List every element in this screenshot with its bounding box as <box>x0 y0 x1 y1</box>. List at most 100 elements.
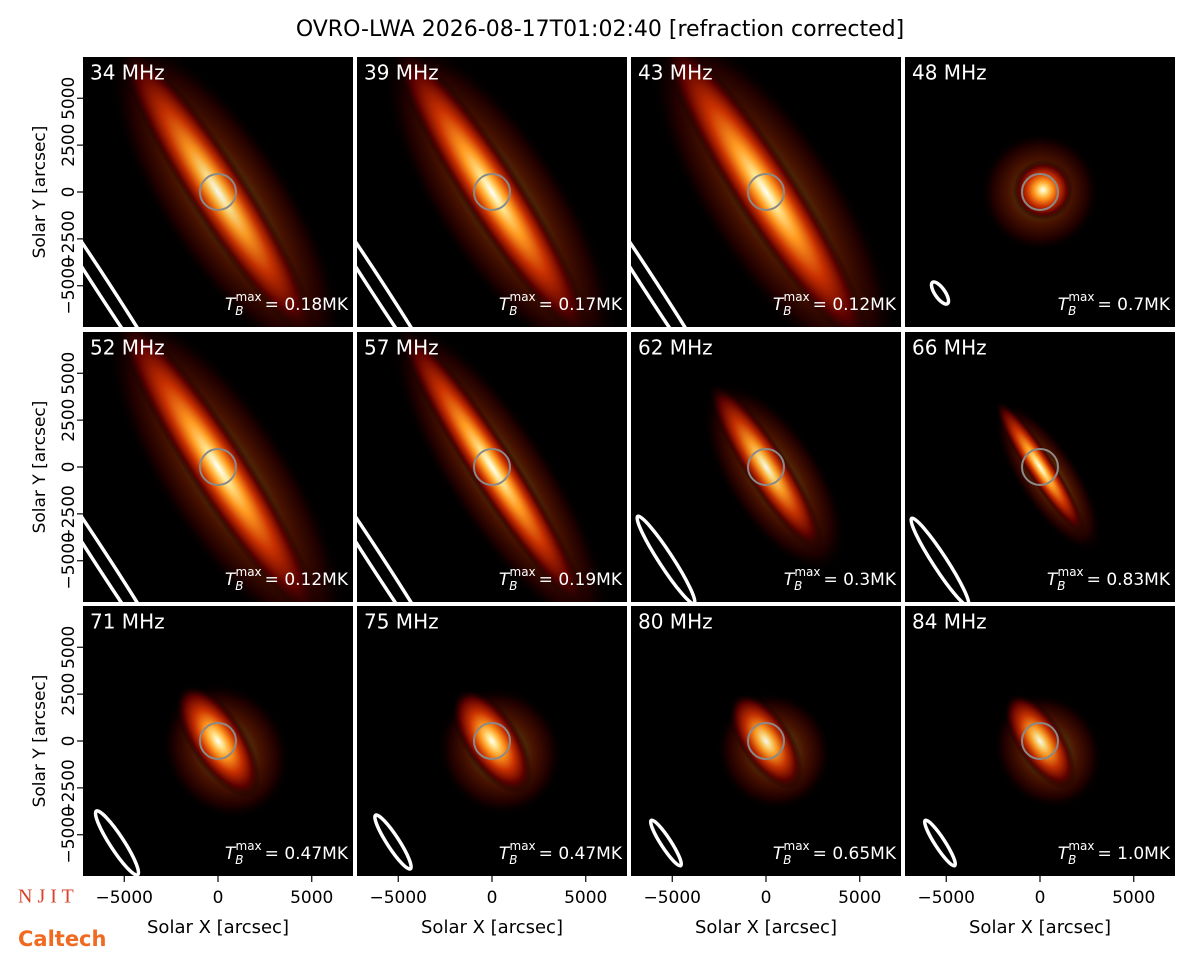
tb-value: = 0.47MK <box>265 844 349 864</box>
tb-annotation: TBmax = 0.12MK <box>773 290 897 318</box>
tb-sub: B <box>783 304 791 318</box>
solar-disk <box>473 722 511 760</box>
tb-sup: max <box>784 839 810 853</box>
tb-sub: B <box>509 579 517 593</box>
x-tick-label: 5000 <box>564 888 607 908</box>
panel-label: 62 MHz <box>638 336 713 360</box>
solar-disk <box>747 173 785 211</box>
panel-label: 75 MHz <box>364 610 439 634</box>
emission <box>661 57 871 327</box>
tb-sub: B <box>235 853 243 867</box>
y-tick-label: 0 <box>59 462 79 473</box>
tb-annotation: TBmax = 0.47MK <box>499 839 623 867</box>
panel <box>631 332 901 602</box>
beam <box>83 434 187 602</box>
y-tick-label: 5000 <box>59 352 79 395</box>
y-tick-label: −5000 <box>59 532 79 590</box>
panel <box>83 332 353 602</box>
tb-annotation: TBmax = 0.17MK <box>499 290 623 318</box>
emission <box>175 684 261 798</box>
x-tick-label: −5000 <box>917 888 975 908</box>
tb-symbol: T <box>225 844 237 864</box>
tb-value: = 0.18MK <box>265 295 349 315</box>
y-tick-label: −2500 <box>59 759 79 817</box>
logo-njit: N J I T <box>18 886 74 908</box>
beam <box>922 818 958 868</box>
y-tick-label: −5000 <box>59 257 79 315</box>
panel-label: 71 MHz <box>90 610 165 634</box>
tb-sup: max <box>1058 565 1084 579</box>
beam <box>631 159 735 327</box>
emission <box>116 332 320 602</box>
y-tick-label: 2500 <box>59 123 79 166</box>
panel <box>357 57 627 327</box>
tb-sub: B <box>1068 304 1076 318</box>
tb-symbol: T <box>773 844 785 864</box>
tb-value: = 0.12MK <box>813 295 897 315</box>
x-tick-label: 0 <box>1035 888 1046 908</box>
tb-value: = 0.19MK <box>539 570 623 590</box>
tb-value: = 0.7MK <box>1098 295 1171 315</box>
tb-sub: B <box>1068 853 1076 867</box>
emission <box>397 332 587 602</box>
tb-value: = 0.47MK <box>539 844 623 864</box>
beam <box>373 813 413 871</box>
y-tick-label: −5000 <box>59 806 79 864</box>
y-tick-label: 5000 <box>59 77 79 120</box>
tb-sub: B <box>509 304 517 318</box>
beam <box>93 809 141 876</box>
y-tick-label: −2500 <box>59 485 79 543</box>
solar-disk <box>747 722 785 760</box>
emission <box>119 57 317 327</box>
y-axis-label: Solar Y [arcsec] <box>30 126 50 259</box>
x-axis-label: Solar X [arcsec] <box>421 917 563 938</box>
tb-sup: max <box>510 839 536 853</box>
y-tick-label: 2500 <box>59 398 79 441</box>
y-axis-label: Solar Y [arcsec] <box>30 675 50 808</box>
tb-value: = 0.12MK <box>265 570 349 590</box>
solar-disk <box>199 722 237 760</box>
figure-title: OVRO-LWA 2026-08-17T01:02:40 [refraction… <box>296 17 904 42</box>
panel-label: 52 MHz <box>90 336 165 360</box>
beam <box>357 434 461 602</box>
tb-symbol: T <box>784 570 796 590</box>
panel-label: 80 MHz <box>638 610 713 634</box>
panel <box>631 57 901 327</box>
emission <box>728 692 804 790</box>
tb-sub: B <box>235 304 243 318</box>
tb-annotation: TBmax = 0.65MK <box>773 839 897 867</box>
tb-annotation: TBmax = 0.19MK <box>499 565 623 593</box>
y-tick-label: −2500 <box>59 210 79 268</box>
tb-annotation: TBmax = 0.7MK <box>1058 290 1171 318</box>
tb-symbol: T <box>225 295 237 315</box>
solar-disk <box>199 448 237 486</box>
tb-sup: max <box>1068 290 1094 304</box>
tb-sub: B <box>794 579 802 593</box>
x-tick-label: 0 <box>487 888 498 908</box>
tb-symbol: T <box>1047 570 1059 590</box>
panel <box>83 606 353 876</box>
tb-value: = 0.3MK <box>824 570 897 590</box>
tb-sup: max <box>510 290 536 304</box>
panel <box>631 606 901 876</box>
beam <box>909 516 971 602</box>
tb-symbol: T <box>499 570 511 590</box>
tb-sup: max <box>1068 839 1094 853</box>
tb-value: = 1.0MK <box>1098 844 1171 864</box>
x-tick-label: 0 <box>761 888 772 908</box>
x-tick-label: 5000 <box>290 888 333 908</box>
tb-value: = 0.65MK <box>813 844 897 864</box>
tb-annotation: TBmax = 1.0MK <box>1058 839 1171 867</box>
emission <box>994 399 1086 535</box>
tb-sup: max <box>236 290 262 304</box>
x-tick-label: 5000 <box>838 888 881 908</box>
solar-disk <box>199 173 237 211</box>
logo-caltech: Caltech <box>18 927 106 951</box>
x-tick-label: −5000 <box>643 888 701 908</box>
tb-annotation: TBmax = 0.47MK <box>225 839 349 867</box>
panel <box>357 332 627 602</box>
tb-sup: max <box>236 565 262 579</box>
tb-annotation: TBmax = 0.83MK <box>1047 565 1171 593</box>
